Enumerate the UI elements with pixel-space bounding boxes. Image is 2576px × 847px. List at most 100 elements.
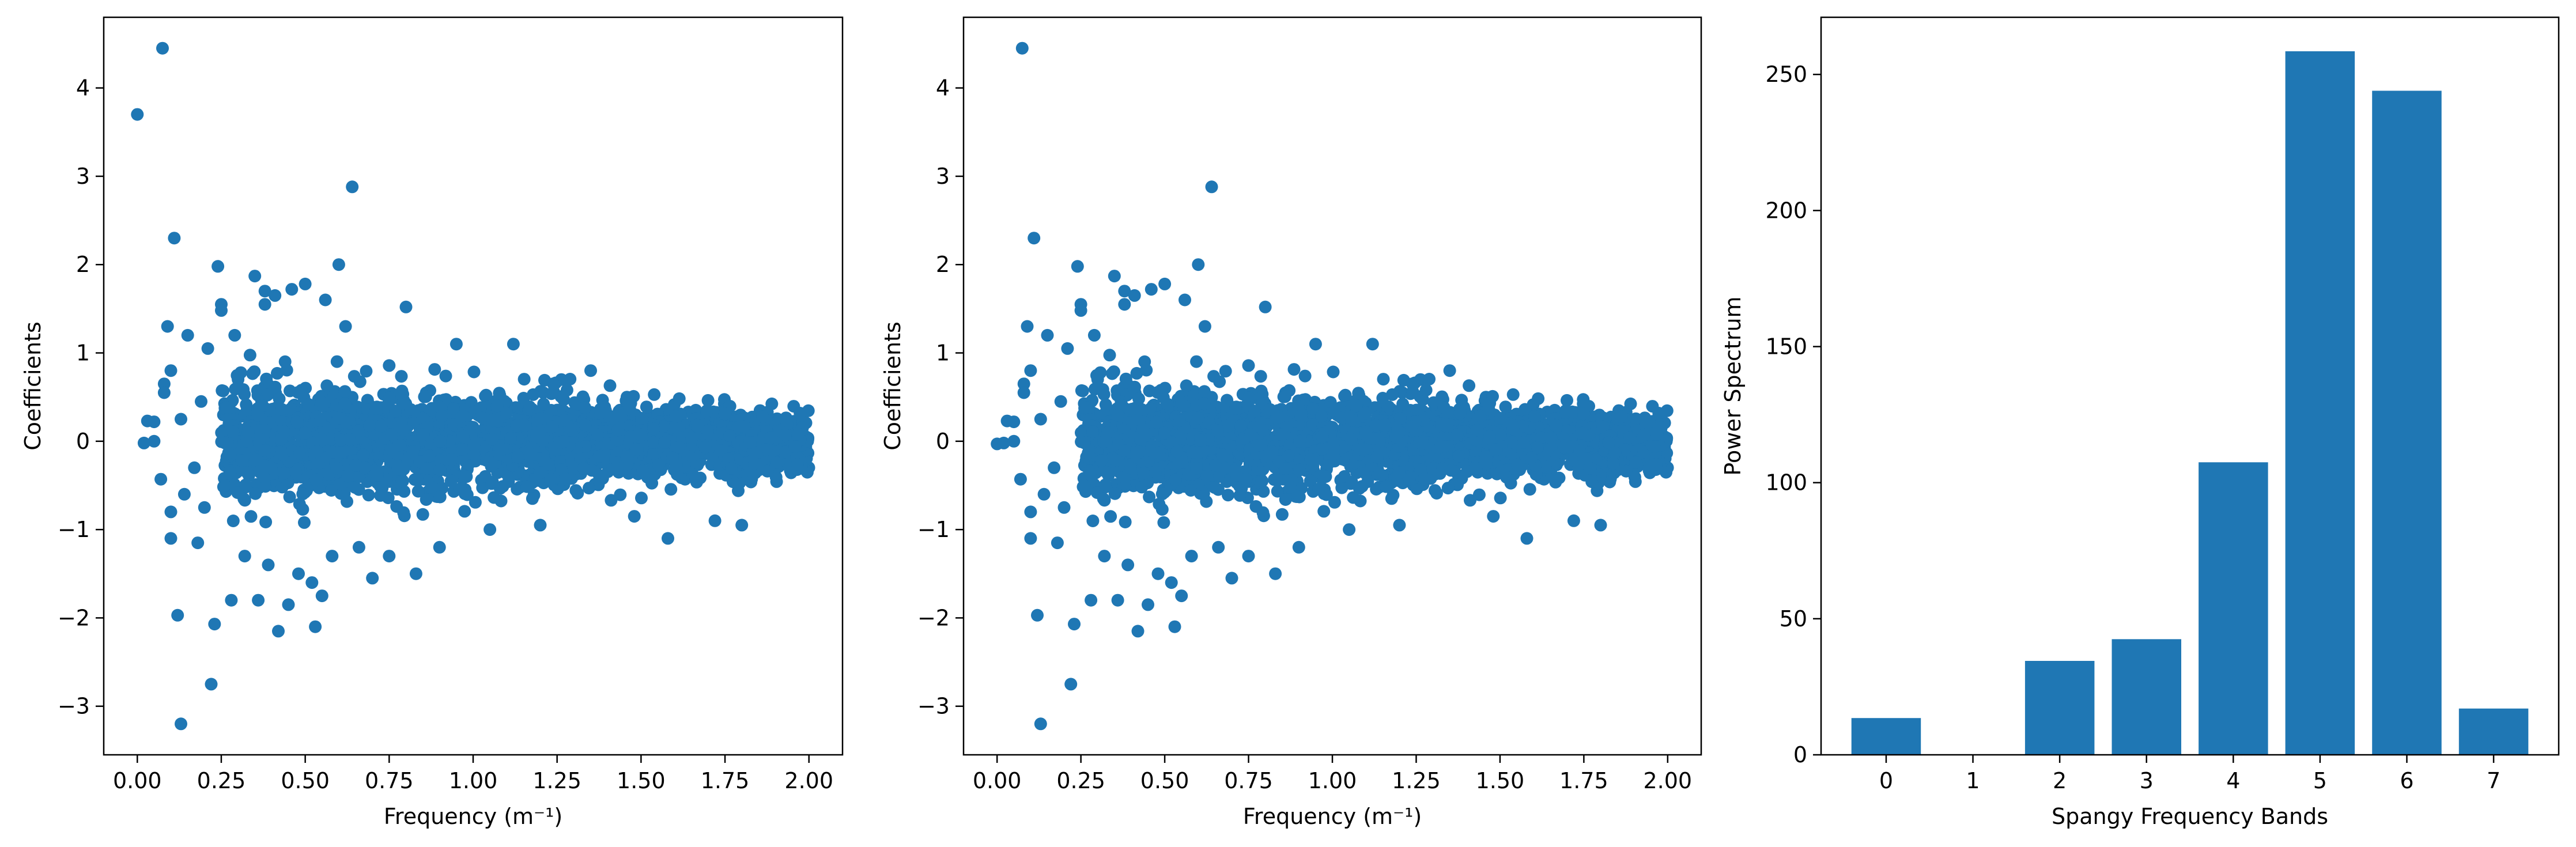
scatter-point: [591, 428, 605, 441]
scatter-point: [239, 478, 252, 491]
scatter-point: [547, 377, 560, 391]
scatter-point: [248, 270, 262, 283]
x-tick-label: 0.00: [113, 768, 162, 793]
scatter-point: [1506, 388, 1520, 401]
scatter-point: [218, 479, 231, 492]
scatter-point: [756, 410, 769, 423]
scatter-point: [313, 414, 327, 428]
scatter-point: [1105, 367, 1119, 380]
scatter-point: [205, 678, 218, 691]
scatter-point: [576, 390, 590, 403]
scatter-point: [453, 482, 466, 496]
scatter-point: [131, 108, 144, 121]
scatter-point: [292, 386, 305, 399]
scatter-point: [1504, 477, 1517, 490]
scatter-point: [164, 505, 177, 519]
scatter-point: [764, 431, 777, 444]
scatter-point: [770, 456, 783, 469]
scatter-point: [1200, 469, 1214, 482]
scatter-point: [225, 593, 238, 607]
scatter-point: [507, 338, 520, 351]
scatter-point: [735, 519, 749, 532]
scatter-point: [311, 445, 324, 458]
scatter-point: [1153, 497, 1166, 511]
scatter-point: [792, 428, 805, 441]
scatter-point: [1423, 373, 1436, 385]
scatter-point: [738, 420, 751, 433]
scatter-point: [352, 540, 365, 554]
scatter-point: [298, 516, 311, 529]
scatter-point: [450, 338, 463, 351]
scatter-point: [1529, 468, 1543, 481]
scatter-point: [282, 598, 295, 611]
scatter-point: [339, 320, 352, 333]
scatter-point: [1352, 387, 1365, 400]
x-tick-label: 0.50: [281, 768, 330, 793]
scatter-point: [157, 386, 171, 399]
scatter-point: [240, 398, 253, 411]
scatter-point: [1282, 449, 1295, 463]
scatter-point: [257, 470, 270, 483]
scatter-point: [411, 485, 425, 498]
scatter-point: [474, 402, 487, 415]
y-tick-label: 3: [76, 164, 90, 189]
scatter-point: [1284, 481, 1297, 494]
scatter-point: [743, 436, 757, 449]
scatter-point: [1347, 491, 1360, 504]
scatter-point: [237, 492, 251, 505]
scatter-point: [360, 365, 373, 378]
scatter-point: [520, 480, 534, 493]
y-tick-label: 0: [76, 429, 90, 454]
scatter-point: [224, 466, 237, 479]
scatter-point: [579, 419, 592, 432]
scatter-point: [1076, 384, 1089, 398]
scatter-point: [620, 451, 633, 464]
scatter-point: [533, 466, 546, 479]
scatter-point: [397, 506, 410, 519]
scatter-point: [564, 373, 577, 385]
scatter-point: [698, 441, 712, 454]
scatter-point: [666, 451, 679, 464]
scatter-point: [269, 289, 282, 302]
scatter-point: [1157, 516, 1170, 529]
scatter-point: [435, 410, 448, 422]
scatter-point: [420, 462, 433, 475]
scatter-point: [285, 283, 299, 296]
scatter-point: [1219, 365, 1232, 378]
scatter-point: [557, 435, 570, 448]
scatter-point: [215, 304, 228, 317]
scatter-point: [420, 493, 433, 506]
scatter-point: [1523, 483, 1536, 496]
scatter-point: [671, 468, 683, 481]
scatter-point: [357, 449, 370, 462]
scatter-point: [544, 472, 557, 486]
scatter-point: [1328, 496, 1341, 509]
scatter-point: [201, 342, 214, 355]
scatter-point: [419, 390, 432, 403]
scatter-point: [664, 483, 678, 496]
scatter-point: [1279, 493, 1292, 506]
scatter-point: [760, 443, 773, 456]
scatter-point: [181, 328, 194, 342]
scatter-point: [673, 392, 686, 405]
scatter-point: [1184, 433, 1198, 445]
scatter-point: [258, 444, 271, 457]
scatter-point: [761, 464, 774, 478]
scatter-point: [779, 428, 792, 441]
scatter-point: [296, 487, 309, 501]
scatter-point: [1293, 490, 1306, 504]
scatter-point: [1088, 383, 1101, 396]
scatter-point: [504, 432, 517, 445]
scatter-point: [1075, 426, 1087, 439]
scatter-point: [657, 419, 670, 433]
scatter-point: [433, 490, 447, 504]
scatter-point: [640, 400, 653, 414]
scatter-point: [647, 436, 660, 449]
scatter-point: [1100, 466, 1113, 479]
scatter-point: [1350, 399, 1363, 413]
scatter-point: [290, 415, 304, 429]
scatter-point: [154, 472, 168, 486]
scatter-point: [648, 388, 661, 401]
scatter-point: [175, 717, 187, 731]
